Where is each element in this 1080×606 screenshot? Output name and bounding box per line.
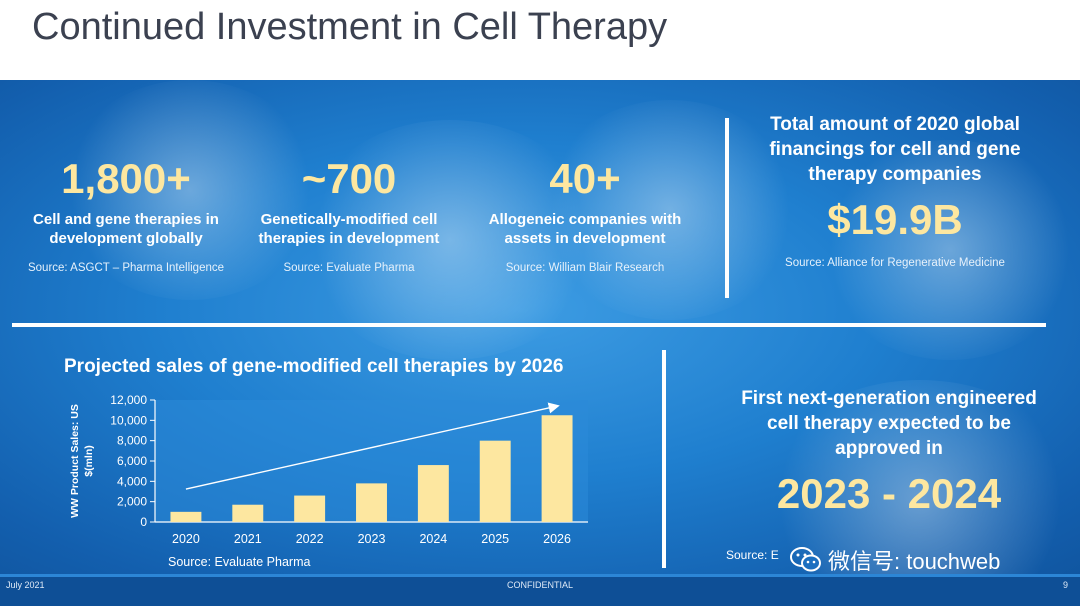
bar-2023 [356, 483, 387, 522]
y-tick-label: 8,000 [117, 434, 147, 448]
footer: July 2021 CONFIDENTIAL 9 [0, 574, 1080, 606]
wechat-icon [790, 546, 822, 574]
trend-arrow [185, 402, 560, 490]
x-tick-label: 2025 [481, 532, 509, 546]
divider-horizontal [12, 323, 1046, 327]
stat-desc: Genetically-modified cell therapies in de… [258, 211, 440, 247]
stat-desc: Cell and gene therapies in development gl… [33, 211, 219, 247]
chart-source: Source: Evaluate Pharma [168, 555, 311, 569]
next-gen-heading: First next-generation engineered cell the… [741, 388, 1037, 459]
stat-therapies: 1,800+ Cell and gene therapies in develop… [15, 155, 237, 275]
financing-source: Source: Alliance for Regenerative Medici… [785, 257, 1005, 269]
stat-source: Source: William Blair Research [505, 262, 665, 274]
slide-title: Continued Investment in Cell Therapy [32, 6, 668, 48]
bar-2025 [479, 440, 511, 522]
x-tick-label: 2026 [543, 532, 571, 546]
y-tick-label: 6,000 [117, 454, 147, 468]
x-tick-label: 2022 [296, 532, 324, 546]
chart-title: Projected sales of gene-modified cell th… [64, 356, 564, 377]
title-bar: Continued Investment in Cell Therapy [0, 0, 1080, 80]
divider-vertical-bottom [662, 350, 666, 568]
y-tick-label: 12,000 [110, 393, 147, 407]
financing-heading: Total amount of 2020 global financings fo… [769, 114, 1021, 185]
stat-allogeneic: 40+ Allogeneic companies with assets in d… [474, 155, 696, 275]
bar-2022 [294, 495, 326, 522]
stat-source: Source: ASGCT – Pharma Intelligence [27, 262, 225, 274]
x-tick-label: 2023 [358, 532, 386, 546]
stat-value: ~700 [301, 155, 397, 202]
next-gen-source: Source: E [726, 548, 779, 562]
watermark-text: 微信号: touchweb [828, 549, 1001, 574]
bar-2021 [232, 504, 264, 522]
x-tick-label: 2020 [172, 532, 200, 546]
bar-2026 [541, 415, 573, 522]
x-tick-label: 2021 [234, 532, 262, 546]
financing-value: $19.9B [827, 196, 963, 243]
y-tick-label: 4,000 [117, 474, 147, 488]
stat-source: Source: Evaluate Pharma [283, 262, 415, 274]
watermark: 微信号: touchweb [790, 540, 1000, 580]
sales-bar-chart: 0 2,000 4,000 6,000 8,000 10,000 12,000 2020 202… [69, 393, 588, 546]
next-gen-value: 2023 - 2024 [776, 470, 1002, 517]
stat-desc: Allogeneic companies with assets in devel… [488, 211, 682, 247]
stat-gene-modified: ~700 Genetically-modified cell therapies … [238, 155, 460, 275]
bar-2020 [170, 511, 202, 522]
y-tick-label: 2,000 [117, 495, 147, 509]
y-tick-label: 10,000 [110, 413, 147, 427]
x-tick-label: 2024 [419, 532, 447, 546]
footer-page-number: 9 [1062, 580, 1068, 590]
divider-vertical-top [725, 118, 729, 298]
y-axis-label-unit: $(mln) [83, 445, 95, 477]
stat-value: 1,800+ [61, 155, 191, 202]
stat-value: 40+ [549, 155, 621, 202]
footer-confidential: CONFIDENTIAL [506, 580, 573, 590]
y-axis-label: WW Product Sales: US [69, 404, 81, 518]
y-tick-label: 0 [140, 515, 147, 529]
bar-2024 [417, 465, 449, 522]
footer-date: July 2021 [6, 580, 45, 590]
